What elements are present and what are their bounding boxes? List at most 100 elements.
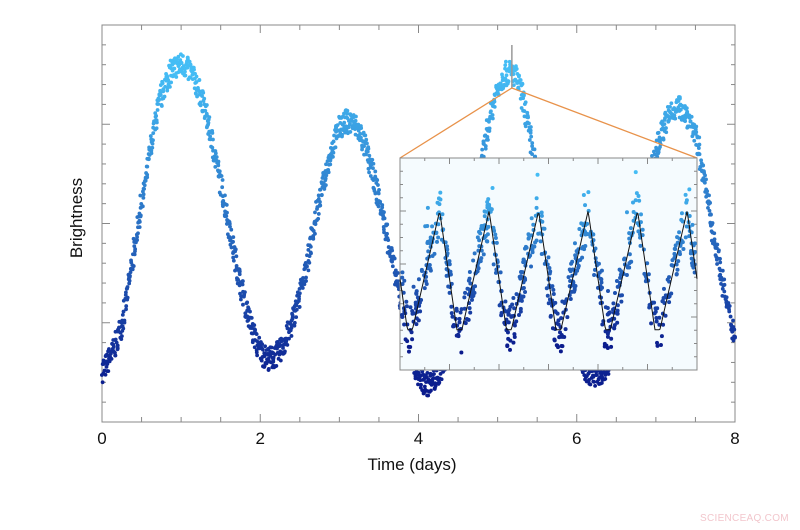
data-point xyxy=(703,173,707,178)
data-point xyxy=(107,347,111,351)
data-point xyxy=(487,129,492,133)
inset-data-point xyxy=(410,337,415,342)
data-point xyxy=(191,65,196,70)
data-point xyxy=(490,113,495,117)
data-point xyxy=(316,193,321,198)
data-point xyxy=(225,210,229,215)
data-point xyxy=(390,259,394,264)
inset-data-point xyxy=(505,319,510,324)
data-point xyxy=(359,135,363,140)
data-point xyxy=(425,370,430,375)
inset-data-point xyxy=(408,305,413,310)
data-point xyxy=(141,192,146,197)
inset-data-point xyxy=(687,187,692,192)
inset-data-point xyxy=(400,315,405,320)
main-series xyxy=(99,52,737,398)
inset-data-point xyxy=(631,218,636,223)
data-point xyxy=(207,115,212,120)
data-point xyxy=(274,364,279,368)
data-point xyxy=(661,136,666,141)
inset-data-point xyxy=(689,256,694,261)
data-point xyxy=(150,141,155,146)
data-point xyxy=(294,307,299,312)
data-point xyxy=(318,203,322,207)
inset-data-point xyxy=(470,294,475,299)
data-point xyxy=(420,369,425,374)
data-point xyxy=(518,78,523,82)
inset-data-point xyxy=(539,213,544,218)
zoom-line-right xyxy=(511,87,698,159)
inset-data-point xyxy=(511,340,516,345)
inset-data-point xyxy=(529,264,534,269)
inset-data-point xyxy=(558,349,563,354)
data-point xyxy=(308,244,313,249)
inset-data-point xyxy=(472,251,477,256)
inset-data-point xyxy=(491,262,496,267)
inset-data-point xyxy=(675,235,680,240)
inset-data-point xyxy=(451,324,456,329)
data-point xyxy=(316,216,321,221)
data-point xyxy=(248,309,252,314)
data-point xyxy=(522,109,527,113)
inset-data-point xyxy=(423,279,428,284)
data-point xyxy=(335,123,340,128)
data-point xyxy=(216,163,221,168)
data-point xyxy=(662,122,667,127)
inset-data-point xyxy=(467,276,472,281)
data-point xyxy=(127,278,132,283)
data-point xyxy=(371,161,376,166)
data-point xyxy=(386,238,391,243)
inset-data-point xyxy=(512,321,517,326)
data-point xyxy=(523,124,528,129)
inset-data-point xyxy=(605,334,610,339)
data-point xyxy=(364,152,368,157)
inset-data-point xyxy=(477,229,482,234)
inset-data-point xyxy=(400,275,405,280)
inset-data-point xyxy=(517,312,522,317)
inset-data-point xyxy=(581,193,586,198)
data-point xyxy=(255,353,260,358)
inset-data-point xyxy=(663,293,668,298)
inset-data-point xyxy=(645,261,650,266)
data-point xyxy=(371,178,376,183)
inset-data-point xyxy=(593,246,598,251)
data-point xyxy=(511,83,516,88)
data-point xyxy=(492,104,497,109)
data-point xyxy=(142,186,146,191)
inset-data-point xyxy=(529,216,534,221)
inset-data-point xyxy=(683,192,688,197)
data-point xyxy=(375,178,380,182)
data-point xyxy=(677,95,682,99)
inset-data-point xyxy=(547,266,552,271)
inset-data-point xyxy=(586,208,591,213)
data-point xyxy=(342,111,346,116)
inset-data-point xyxy=(602,344,607,349)
data-point xyxy=(345,111,350,116)
data-point xyxy=(480,147,485,152)
data-point xyxy=(194,74,199,79)
inset-data-point xyxy=(652,311,657,316)
data-point xyxy=(257,335,262,340)
data-point xyxy=(603,373,608,377)
inset-data-point xyxy=(592,272,597,277)
data-point xyxy=(169,80,174,85)
inset-data-point xyxy=(508,338,513,343)
data-point xyxy=(162,94,167,99)
inset-data-point xyxy=(614,278,619,283)
data-point xyxy=(271,359,276,364)
data-point xyxy=(113,353,118,358)
inset-data-point xyxy=(492,228,497,233)
data-point xyxy=(198,100,203,105)
data-point xyxy=(304,275,308,280)
inset-data-point xyxy=(622,257,627,262)
inset-data-point xyxy=(619,299,624,304)
data-point xyxy=(652,152,657,157)
inset-data-point xyxy=(512,332,517,337)
data-point xyxy=(331,154,335,159)
inset-data-point xyxy=(534,196,539,201)
data-point xyxy=(155,108,160,112)
data-point xyxy=(722,277,727,282)
data-point xyxy=(693,127,698,132)
data-point xyxy=(718,272,723,277)
inset-data-point xyxy=(609,336,614,341)
